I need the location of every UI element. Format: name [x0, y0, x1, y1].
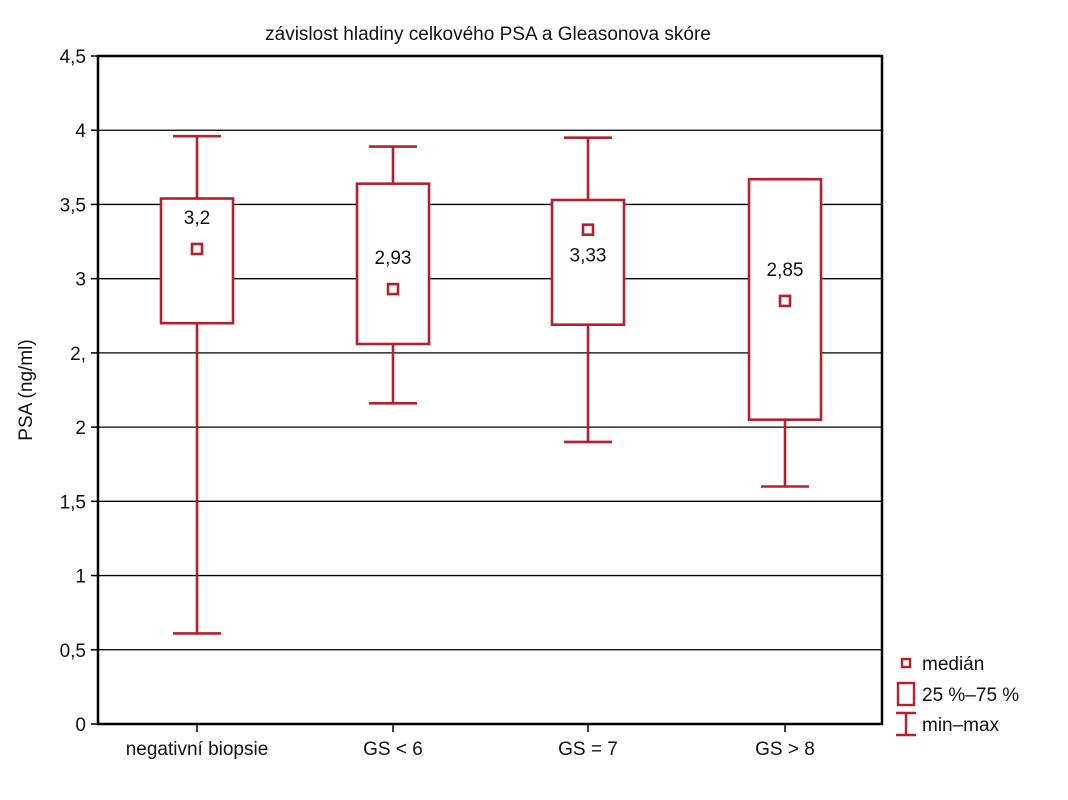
median-label: 2,93: [375, 248, 412, 269]
chart-title: závislost hladiny celkového PSA a Gleaso…: [265, 24, 711, 45]
box-1: 3,2: [159, 134, 235, 635]
median-marker: [386, 282, 400, 296]
legend-median-symbol: [900, 657, 912, 669]
box-3: 3,33: [550, 136, 626, 444]
y-tick-label: 0: [75, 715, 86, 736]
x-tick-label: GS < 6: [363, 739, 423, 760]
plot-area-border: [96, 54, 884, 726]
y-axis-label: PSA (ng/ml): [16, 339, 37, 440]
y-tick-label: 0,5: [60, 641, 86, 662]
y-tick-label: 1,5: [60, 492, 86, 513]
x-axis-ticks: negativní biopsie GS < 6 GS = 7 GS > 8: [126, 724, 815, 760]
y-tick-label: 3,5: [60, 195, 86, 216]
x-tick-label: GS = 7: [558, 739, 618, 760]
legend-label: medián: [922, 654, 984, 675]
y-tick-label: 3: [75, 270, 86, 291]
median-marker: [190, 242, 204, 256]
x-tick-label: negativní biopsie: [126, 739, 269, 760]
median-marker: [581, 223, 595, 236]
box-2: 2,93: [355, 145, 431, 405]
median-label: 3,2: [184, 208, 210, 229]
y-tick-label: 2: [75, 418, 86, 439]
y-tick-label: 4,5: [60, 47, 86, 68]
y-axis-ticks: 0 0,5 1 1,5 2 2, 3 3,5 4 4,5: [60, 47, 98, 736]
iqr-box: [159, 197, 235, 325]
y-tick-label: 4: [75, 121, 86, 142]
legend: medián 25 %–75 % min–max: [896, 654, 1019, 737]
legend-label: min–max: [922, 715, 1000, 736]
iqr-box: [550, 198, 626, 326]
y-tick-label: 1: [75, 567, 86, 588]
chart-frame: závislost hladiny celkového PSA a Gleaso…: [16, 24, 1020, 760]
box-4: 2,85: [747, 177, 823, 488]
x-tick-label: GS > 8: [755, 739, 815, 760]
median-label: 2,85: [767, 260, 804, 281]
legend-box-symbol: [896, 681, 916, 707]
box-plot-chart: závislost hladiny celkového PSA a Gleaso…: [16, 24, 1019, 760]
y-tick-label: 2,: [70, 344, 86, 365]
median-marker: [778, 294, 792, 308]
box-series: 3,2 2,93 3,33 2,85: [159, 134, 823, 635]
median-label: 3,33: [570, 246, 607, 267]
legend-label: 25 %–75 %: [922, 685, 1019, 706]
iqr-box: [355, 182, 431, 346]
